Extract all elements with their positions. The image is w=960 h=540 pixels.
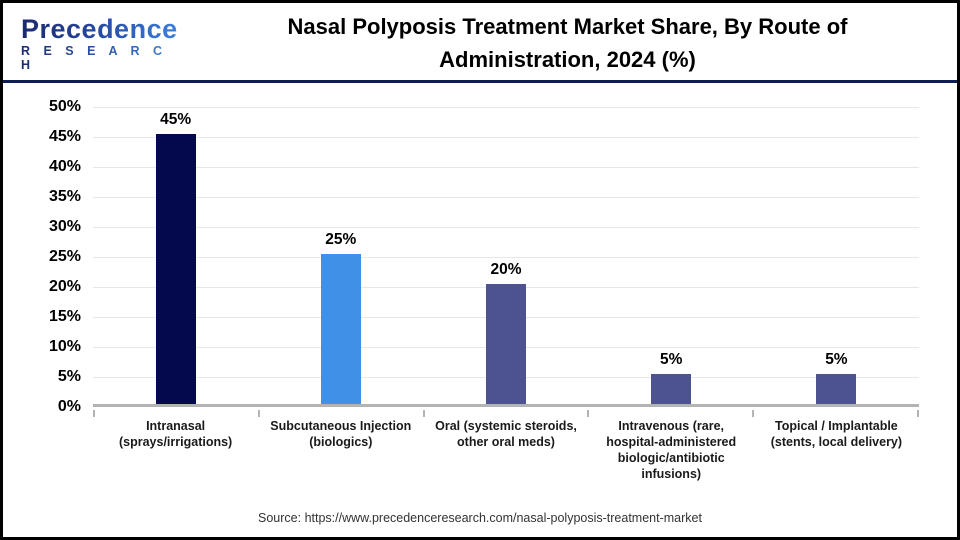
bar (155, 134, 196, 404)
y-tick-label: 25% (48, 248, 81, 265)
y-tick-label: 10% (48, 338, 81, 355)
axis-tick (257, 410, 423, 417)
y-tick-label: 40% (48, 158, 81, 175)
bar-cell: 45% (93, 107, 258, 404)
y-tick-label: 30% (48, 218, 81, 235)
x-category-label: Intranasal (sprays/irrigations) (118, 419, 233, 449)
gridline (93, 137, 919, 138)
axis-tick (587, 410, 752, 417)
x-axis: Intranasal (sprays/irrigations) Subcutane… (93, 416, 919, 482)
bar (816, 374, 857, 404)
bar-cell: 20% (423, 107, 588, 404)
gridline (93, 107, 919, 108)
bar-value-label: 25% (325, 231, 357, 248)
x-category-label: Topical / Implantable (stents, local del… (770, 419, 903, 449)
y-axis: 0% 5% 10% 15% 20% 25% 30% 35% 40% 45% 50% (3, 98, 83, 424)
bar-value-label: 20% (490, 261, 522, 278)
x-category-label: Oral (systemic steroids, other oral meds… (435, 419, 577, 449)
y-tick-label: 5% (57, 368, 81, 385)
x-category-label: Intravenous (rare, hospital-administered… (606, 419, 737, 481)
bar-value-label: 5% (659, 351, 683, 368)
bar (651, 374, 692, 404)
bar-cell: 25% (258, 107, 423, 404)
x-category-label: Subcutaneous Injection (biologics) (270, 419, 412, 449)
bar-cell: 5% (754, 107, 919, 404)
bar (485, 284, 526, 404)
chart-title: Nasal Polyposis Treatment Market Share, … (188, 3, 957, 76)
chart-title-line2: Administration, 2024 (%) (439, 47, 696, 72)
gridline (93, 227, 919, 228)
logo-wordmark: Precedence (21, 15, 188, 43)
bar-value-label: 45% (160, 111, 192, 128)
precedence-logo: Precedence R E S E A R C H (3, 3, 188, 72)
bar-value-label: 5% (825, 351, 848, 368)
axis-tick (93, 410, 258, 417)
y-tick-label: 15% (48, 308, 81, 325)
bar (320, 254, 361, 404)
logo-research-text: R E S E A R C H (21, 44, 188, 72)
chart-title-line1: Nasal Polyposis Treatment Market Share, … (287, 14, 848, 39)
y-tick-label: 0% (57, 398, 81, 415)
gridline (93, 197, 919, 198)
gridline (93, 257, 919, 258)
plot-area: 45% 25% 20% 5% 5% (93, 107, 919, 407)
header: Precedence R E S E A R C H Nasal Polypos… (3, 3, 957, 83)
gridline (93, 167, 919, 168)
y-tick-label: 20% (48, 278, 81, 295)
axis-tick (422, 410, 588, 417)
axis-tick (752, 410, 917, 417)
source-text: Source: https://www.precedenceresearch.c… (258, 511, 702, 525)
bar-cell: 5% (589, 107, 754, 404)
y-tick-label: 45% (48, 128, 81, 145)
x-axis-ticks (93, 410, 919, 417)
y-tick-label: 35% (48, 188, 81, 205)
y-tick-label: 50% (48, 98, 81, 115)
